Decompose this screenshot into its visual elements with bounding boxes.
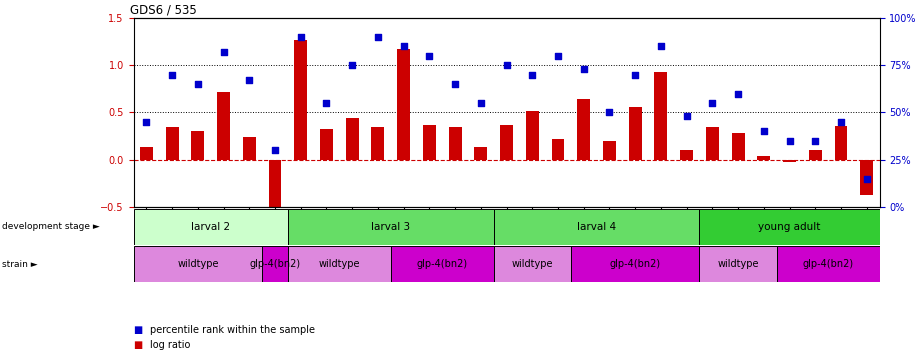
Bar: [474, 147, 487, 160]
Point: [525, 72, 540, 77]
Text: larval 4: larval 4: [577, 222, 616, 232]
Point: [191, 81, 205, 87]
Point: [165, 72, 180, 77]
Bar: [552, 139, 565, 160]
Text: development stage ►: development stage ►: [2, 222, 99, 231]
Point: [422, 53, 437, 59]
Bar: [776, 246, 880, 282]
Bar: [705, 127, 718, 160]
Point: [370, 34, 385, 40]
Point: [448, 81, 462, 87]
Bar: [494, 246, 571, 282]
Bar: [288, 246, 391, 282]
Bar: [321, 130, 332, 160]
Point: [473, 100, 488, 106]
Bar: [269, 160, 282, 214]
Point: [344, 62, 359, 68]
Bar: [243, 137, 256, 160]
Text: wildtype: wildtype: [319, 259, 360, 269]
Bar: [262, 246, 288, 282]
Text: young adult: young adult: [758, 222, 821, 232]
Bar: [603, 141, 616, 160]
Point: [654, 43, 669, 49]
Bar: [397, 49, 410, 160]
Bar: [295, 40, 308, 160]
Bar: [192, 131, 204, 160]
Bar: [500, 125, 513, 160]
Bar: [423, 125, 436, 160]
Bar: [371, 127, 384, 160]
Text: wildtype: wildtype: [717, 259, 759, 269]
Point: [499, 62, 514, 68]
Bar: [217, 92, 230, 160]
Bar: [571, 246, 699, 282]
Point: [834, 119, 848, 125]
Bar: [681, 150, 693, 160]
Bar: [699, 246, 776, 282]
Bar: [731, 133, 744, 160]
Bar: [655, 72, 668, 160]
Point: [859, 176, 874, 182]
Point: [705, 100, 719, 106]
Text: glp-4(bn2): glp-4(bn2): [250, 259, 300, 269]
Bar: [629, 107, 642, 160]
Text: glp-4(bn2): glp-4(bn2): [416, 259, 468, 269]
Text: glp-4(bn2): glp-4(bn2): [802, 259, 854, 269]
Bar: [783, 160, 796, 162]
Bar: [834, 126, 847, 160]
Text: strain ►: strain ►: [2, 260, 38, 269]
Point: [216, 49, 231, 55]
Bar: [526, 111, 539, 160]
Text: ■: ■: [134, 325, 143, 335]
Bar: [699, 209, 880, 245]
Text: wildtype: wildtype: [511, 259, 553, 269]
Bar: [288, 209, 494, 245]
Text: ■: ■: [134, 340, 143, 350]
Point: [577, 66, 591, 72]
Text: log ratio: log ratio: [150, 340, 191, 350]
Point: [139, 119, 154, 125]
Point: [680, 114, 694, 119]
Text: larval 2: larval 2: [192, 222, 230, 232]
Bar: [166, 127, 179, 160]
Bar: [449, 127, 461, 160]
Bar: [391, 246, 494, 282]
Point: [628, 72, 643, 77]
Text: wildtype: wildtype: [177, 259, 218, 269]
Bar: [134, 209, 288, 245]
Bar: [577, 99, 590, 160]
Point: [551, 53, 565, 59]
Text: larval 3: larval 3: [371, 222, 411, 232]
Point: [319, 100, 333, 106]
Point: [756, 129, 771, 134]
Text: glp-4(bn2): glp-4(bn2): [610, 259, 660, 269]
Point: [730, 91, 745, 96]
Bar: [494, 209, 699, 245]
Point: [268, 147, 283, 153]
Point: [602, 110, 617, 115]
Bar: [860, 160, 873, 195]
Bar: [134, 246, 262, 282]
Bar: [757, 156, 770, 160]
Text: percentile rank within the sample: percentile rank within the sample: [150, 325, 315, 335]
Bar: [809, 150, 822, 160]
Point: [808, 138, 822, 144]
Text: GDS6 / 535: GDS6 / 535: [130, 4, 196, 17]
Point: [782, 138, 797, 144]
Point: [242, 77, 257, 83]
Point: [396, 43, 411, 49]
Bar: [140, 146, 153, 160]
Bar: [345, 118, 358, 160]
Point: [294, 34, 309, 40]
